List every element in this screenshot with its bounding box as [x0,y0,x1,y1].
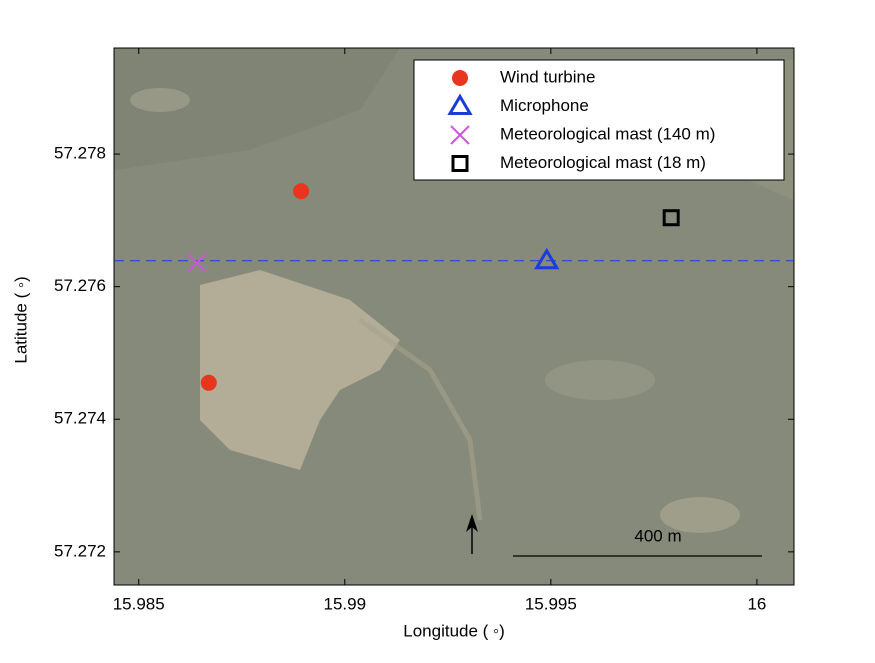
legend-marker [447,93,473,115]
data-point [200,374,217,391]
y-axis-label: Latitude ( ◦) [11,276,30,363]
legend-label: Meteorological mast (140 m) [500,124,715,143]
data-point [534,247,560,270]
plot-frame [113,47,795,586]
x-tick-label: 15.995 [525,594,577,613]
data-point [187,253,207,273]
scale-bar-label: 400 m [634,526,681,545]
north-arrow [466,514,478,554]
x-tick-label: 15.99 [324,594,367,613]
y-tick-label: 57.272 [54,541,106,560]
y-tick-label: 57.278 [54,144,106,163]
legend-marker [452,70,468,86]
legend-marker [450,125,470,145]
legend-label: Meteorological mast (18 m) [500,153,706,172]
data-point [293,183,310,200]
y-tick-label: 57.274 [54,409,106,428]
x-tick-label: 16 [747,594,766,613]
legend-marker [451,155,469,172]
legend [413,59,785,181]
y-tick-label: 57.276 [54,276,106,295]
legend-label: Wind turbine [500,67,595,86]
data-point [662,209,680,227]
x-axis-label: Longitude ( ◦) [403,621,504,640]
legend-label: Microphone [500,96,589,115]
x-tick-label: 15.985 [113,594,165,613]
